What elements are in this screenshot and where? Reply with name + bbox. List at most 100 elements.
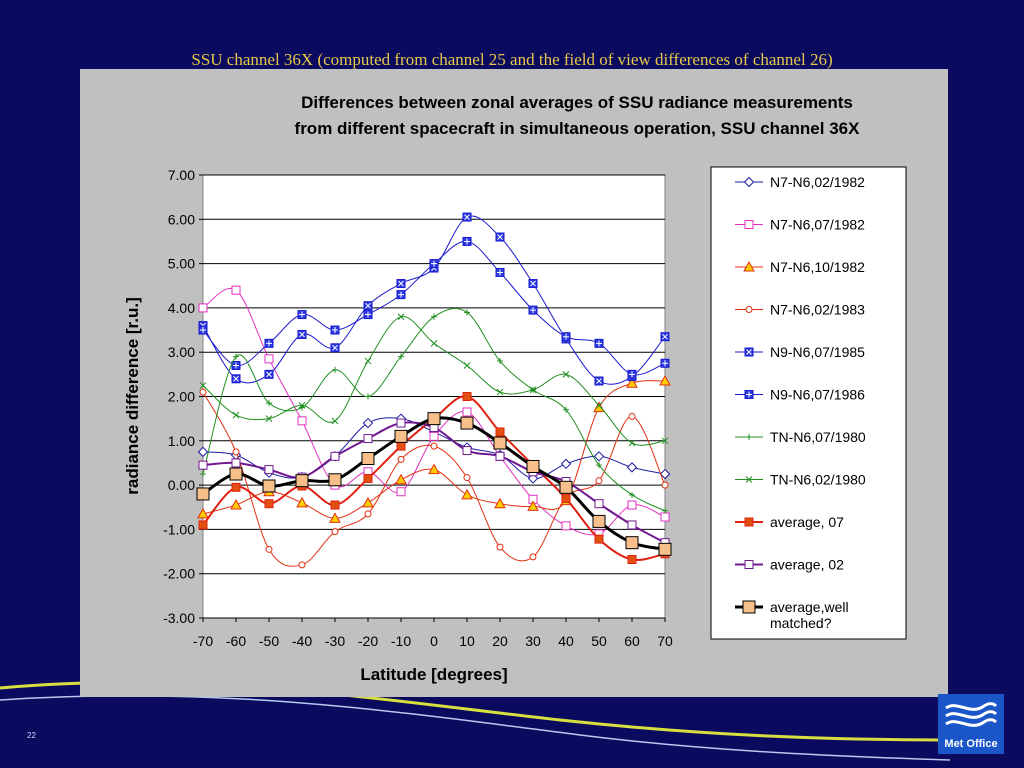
data-point [328, 473, 342, 487]
x-tick-label: -20 [358, 633, 378, 649]
data-point [363, 434, 373, 444]
data-point [199, 382, 207, 389]
data-point [595, 402, 603, 409]
data-point [493, 436, 507, 450]
data-point [561, 493, 571, 503]
legend-marker [743, 260, 755, 272]
legend-box [710, 166, 907, 640]
x-tick-label: 30 [525, 633, 541, 649]
legend-label: average, 02 [770, 557, 844, 573]
data-point [463, 362, 471, 369]
legend-item-6: N9-N6,07/1986 [735, 387, 865, 403]
data-point [628, 439, 636, 447]
data-point [594, 376, 604, 386]
data-point [464, 309, 470, 316]
x-tick-label: 60 [624, 633, 640, 649]
data-point [427, 412, 441, 426]
data-point [430, 442, 438, 450]
data-point [362, 417, 374, 429]
data-point [198, 303, 208, 313]
x-axis-label: Latitude [degrees] [360, 665, 507, 684]
legend-marker [744, 517, 754, 527]
data-point [462, 236, 472, 246]
data-point [462, 446, 472, 456]
data-point [561, 332, 571, 342]
legend-label: average, 07 [770, 514, 844, 530]
data-point [461, 488, 473, 500]
data-point [431, 313, 437, 320]
data-point [198, 520, 208, 530]
legend-label: TN-N6,07/1980 [770, 429, 866, 445]
y-tick-label: 3.00 [168, 344, 195, 360]
data-point [264, 338, 274, 348]
data-point [561, 521, 571, 531]
data-point [200, 471, 206, 478]
y-axis-label: radiance difference [r.u.] [123, 297, 142, 494]
legend-label: matched? [770, 615, 832, 631]
data-point [659, 374, 671, 386]
data-point [331, 417, 339, 425]
data-point [627, 500, 637, 510]
x-tick-label: -50 [259, 633, 279, 649]
data-point [661, 437, 669, 445]
data-point [660, 358, 670, 368]
data-point [397, 455, 405, 463]
data-point [363, 310, 373, 320]
logo-text: Met Office [944, 738, 998, 750]
data-point [497, 358, 503, 365]
legend-label: TN-N6,02/1980 [770, 472, 866, 488]
data-point [198, 460, 208, 470]
data-point [594, 534, 604, 544]
data-point [231, 458, 241, 468]
legend-label: N9-N6,07/1986 [770, 387, 865, 403]
data-point [330, 343, 340, 353]
legend-marker [743, 176, 755, 188]
data-point [529, 553, 537, 561]
data-point [495, 427, 505, 437]
data-point [527, 500, 539, 511]
data-point [232, 411, 240, 419]
data-point [593, 401, 605, 413]
data-point [265, 545, 273, 553]
data-point [197, 507, 209, 519]
chart-title-line-1: Differences between zonal averages of SS… [301, 93, 853, 112]
x-tick-label: -70 [193, 633, 213, 649]
legend-label: N7-N6,10/1982 [770, 259, 865, 275]
y-tick-labels: 7.00 6.00 5.00 4.00 3.00 2.00 1.00 0.00 -1.00 -2.… [163, 167, 195, 626]
chart: Differences between zonal averages of SS… [123, 93, 907, 684]
data-point [297, 310, 307, 320]
data-point [296, 496, 308, 508]
data-point [264, 369, 274, 379]
data-point [297, 329, 307, 339]
x-tick-label: 10 [459, 633, 475, 649]
logo-waves-icon [945, 702, 998, 727]
data-point [560, 458, 572, 470]
data-point [428, 463, 440, 475]
x-tick-label: -40 [292, 633, 312, 649]
x-tick-label: -60 [226, 633, 246, 649]
gridlines [199, 174, 666, 622]
met-office-logo: Met Office [938, 694, 1004, 754]
legend-label: N7-N6,02/1982 [770, 174, 865, 190]
data-point [298, 402, 306, 409]
data-point [197, 446, 209, 458]
legend-marker [744, 347, 754, 357]
data-point [298, 561, 306, 569]
legend: N7-N6,02/1982 N7-N6,07/1982 N7-N6,10/1982 N… [735, 174, 866, 631]
data-point [264, 465, 274, 475]
x-tick-labels: -70 -60 -50 -40 -30 -20 -10 0 10 20 30 40 50 60 70 [193, 633, 673, 649]
data-point [528, 305, 538, 315]
data-point [660, 512, 670, 522]
data-point [625, 536, 639, 550]
data-point [595, 477, 603, 485]
data-point [397, 313, 405, 321]
data-point [596, 462, 602, 469]
slide-title: SSU channel 36X (computed from channel 2… [191, 50, 833, 69]
data-point [463, 474, 471, 482]
y-tick-label: 7.00 [168, 167, 195, 183]
data-point [363, 473, 373, 483]
legend-item-5: N9-N6,07/1985 [735, 344, 865, 360]
data-point [295, 474, 309, 488]
data-point [526, 459, 540, 473]
